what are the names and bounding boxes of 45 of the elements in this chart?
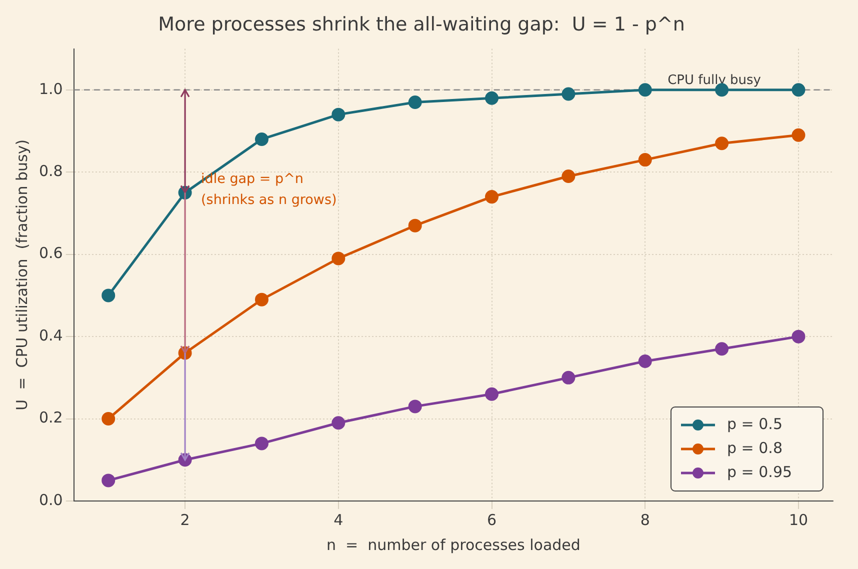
- legend-label: p = 0.95: [727, 462, 792, 481]
- x-axis-title: n = number of processes loaded: [326, 536, 580, 554]
- point: [638, 83, 652, 97]
- point: [254, 132, 268, 146]
- point: [332, 252, 346, 266]
- point: [102, 474, 116, 488]
- y-axis-title: U = CPU utilization (fraction busy): [12, 139, 31, 410]
- point: [408, 95, 422, 109]
- y-tick-label: 1.0: [38, 80, 63, 98]
- point: [715, 83, 729, 97]
- point: [102, 288, 116, 302]
- point: [792, 330, 806, 344]
- point: [408, 400, 422, 414]
- point: [332, 416, 346, 430]
- point: [562, 370, 576, 384]
- annotation: idle gap = p^n (shrinks as n grows): [201, 171, 337, 208]
- legend-label: p = 0.5: [727, 414, 782, 433]
- point: [562, 87, 576, 101]
- point: [485, 190, 499, 204]
- point: [254, 292, 268, 306]
- x-tick-label: 4: [334, 510, 344, 529]
- point: [715, 342, 729, 356]
- point: [485, 91, 499, 105]
- point: [715, 136, 729, 150]
- point: [408, 218, 422, 232]
- point: [792, 83, 806, 97]
- point: [102, 412, 116, 426]
- legend-label: p = 0.8: [727, 438, 782, 457]
- y-tick-label: 0.8: [38, 162, 63, 180]
- chart-title: More processes shrink the all-waiting gap: U = 1 - p^n: [158, 13, 685, 36]
- point: [254, 436, 268, 450]
- x-tick-label: 8: [640, 510, 650, 529]
- point: [638, 153, 652, 167]
- point: [332, 108, 346, 122]
- point: [792, 128, 806, 142]
- y-tick-label: 0.6: [38, 244, 63, 262]
- x-tick-label: 6: [486, 510, 497, 529]
- point: [485, 387, 499, 401]
- y-tick-label: 0.2: [38, 408, 63, 427]
- y-tick-label: 0.0: [38, 490, 63, 509]
- y-tick-label: 0.4: [38, 326, 63, 344]
- point: [562, 169, 576, 183]
- point: [638, 354, 652, 368]
- x-tick-label: 10: [788, 510, 808, 529]
- x-tick-label: 2: [180, 510, 190, 529]
